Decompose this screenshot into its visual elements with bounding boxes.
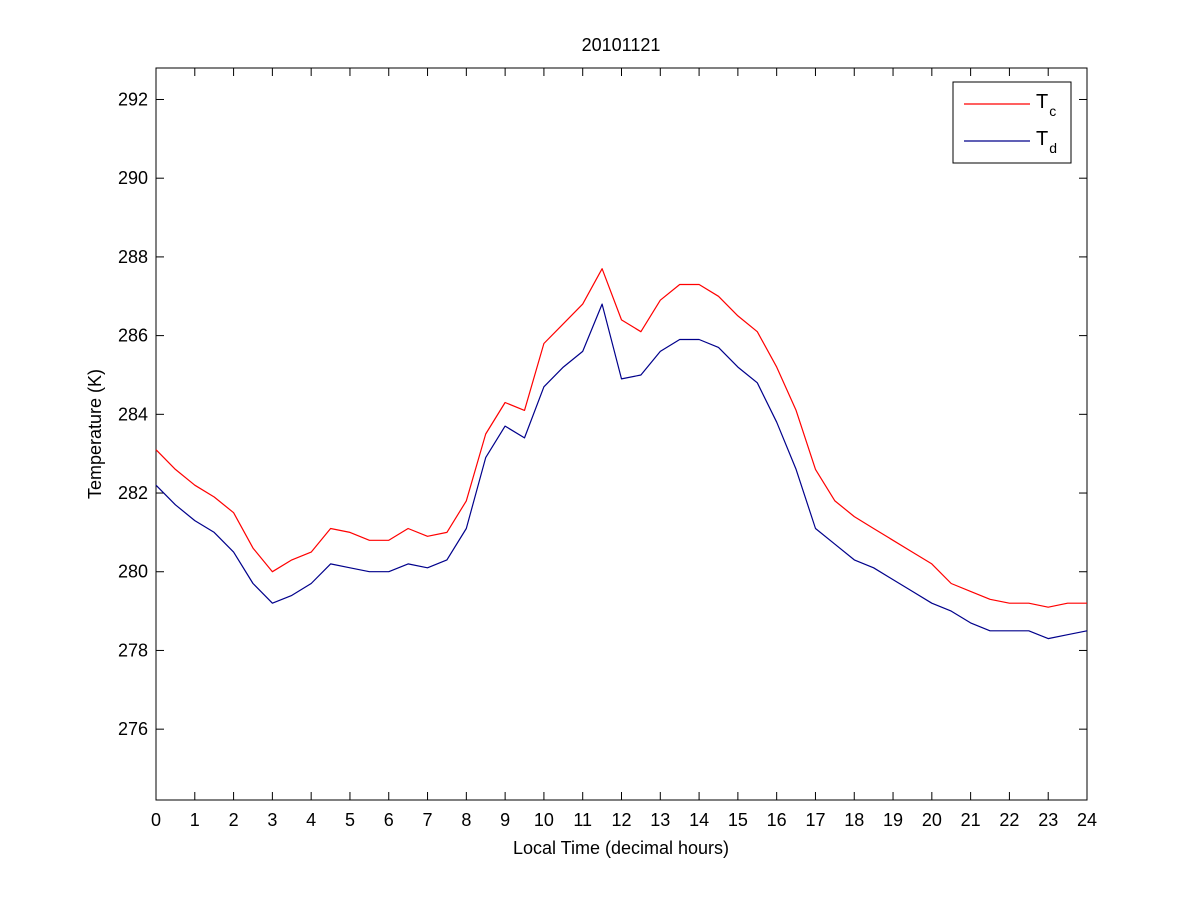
x-tick-label: 17: [805, 810, 825, 830]
y-tick-label: 284: [118, 404, 148, 424]
y-tick-label: 282: [118, 483, 148, 503]
y-tick-label: 286: [118, 326, 148, 346]
y-tick-label: 288: [118, 247, 148, 267]
x-tick-label: 23: [1038, 810, 1058, 830]
y-axis-label: Temperature (K): [85, 369, 105, 499]
x-tick-label: 18: [844, 810, 864, 830]
plot-area: [155, 67, 1088, 801]
x-axis: 0 1 2 3 4 5 6 7 8 9 10 11 12 13 14 15 16 17 18 19 20 21 22 23 24: [151, 68, 1097, 830]
y-tick-label: 278: [118, 640, 148, 660]
legend-label-subscript: c: [1049, 103, 1056, 119]
x-tick-label: 11: [573, 810, 592, 830]
legend-label-main: T: [1036, 91, 1048, 113]
legend-label-subscript: d: [1049, 140, 1057, 156]
x-tick-label: 19: [883, 810, 903, 830]
x-tick-label: 21: [961, 810, 981, 830]
x-tick-label: 3: [267, 810, 277, 830]
legend-label: Td: [1036, 128, 1057, 156]
x-tick-label: 8: [461, 810, 471, 830]
x-tick-label: 0: [151, 810, 161, 830]
x-tick-label: 1: [190, 810, 200, 830]
legend-box: [952, 81, 1072, 164]
legend-label-main: T: [1036, 128, 1048, 150]
series-layer: [155, 268, 1088, 640]
x-tick-label: 6: [384, 810, 394, 830]
x-tick-label: 5: [345, 810, 355, 830]
series-line-tc: [155, 268, 1087, 608]
x-tick-label: 12: [611, 810, 631, 830]
x-tick-label: 10: [534, 810, 554, 830]
y-tick-label: 290: [118, 168, 148, 188]
x-tick-label: 14: [689, 810, 709, 830]
x-tick-label: 22: [999, 810, 1019, 830]
y-tick-label: 292: [118, 89, 148, 109]
x-tick-label: 2: [229, 810, 239, 830]
x-tick-label: 13: [650, 810, 670, 830]
x-tick-label: 16: [767, 810, 787, 830]
x-axis-label: Local Time (decimal hours): [513, 838, 729, 858]
x-tick-label: 20: [922, 810, 942, 830]
chart-title: 20101121: [582, 35, 661, 55]
legend-label: Tc: [1036, 91, 1056, 119]
x-tick-label: 9: [500, 810, 510, 830]
x-tick-label: 7: [423, 810, 433, 830]
y-axis: 276 278 280 282 284 286 288 290 292: [118, 89, 1087, 739]
x-tick-label: 15: [728, 810, 748, 830]
y-tick-label: 280: [118, 562, 148, 582]
x-tick-label: 24: [1077, 810, 1097, 830]
x-tick-label: 4: [306, 810, 316, 830]
series-line-td: [155, 303, 1088, 640]
y-tick-label: 276: [118, 719, 148, 739]
